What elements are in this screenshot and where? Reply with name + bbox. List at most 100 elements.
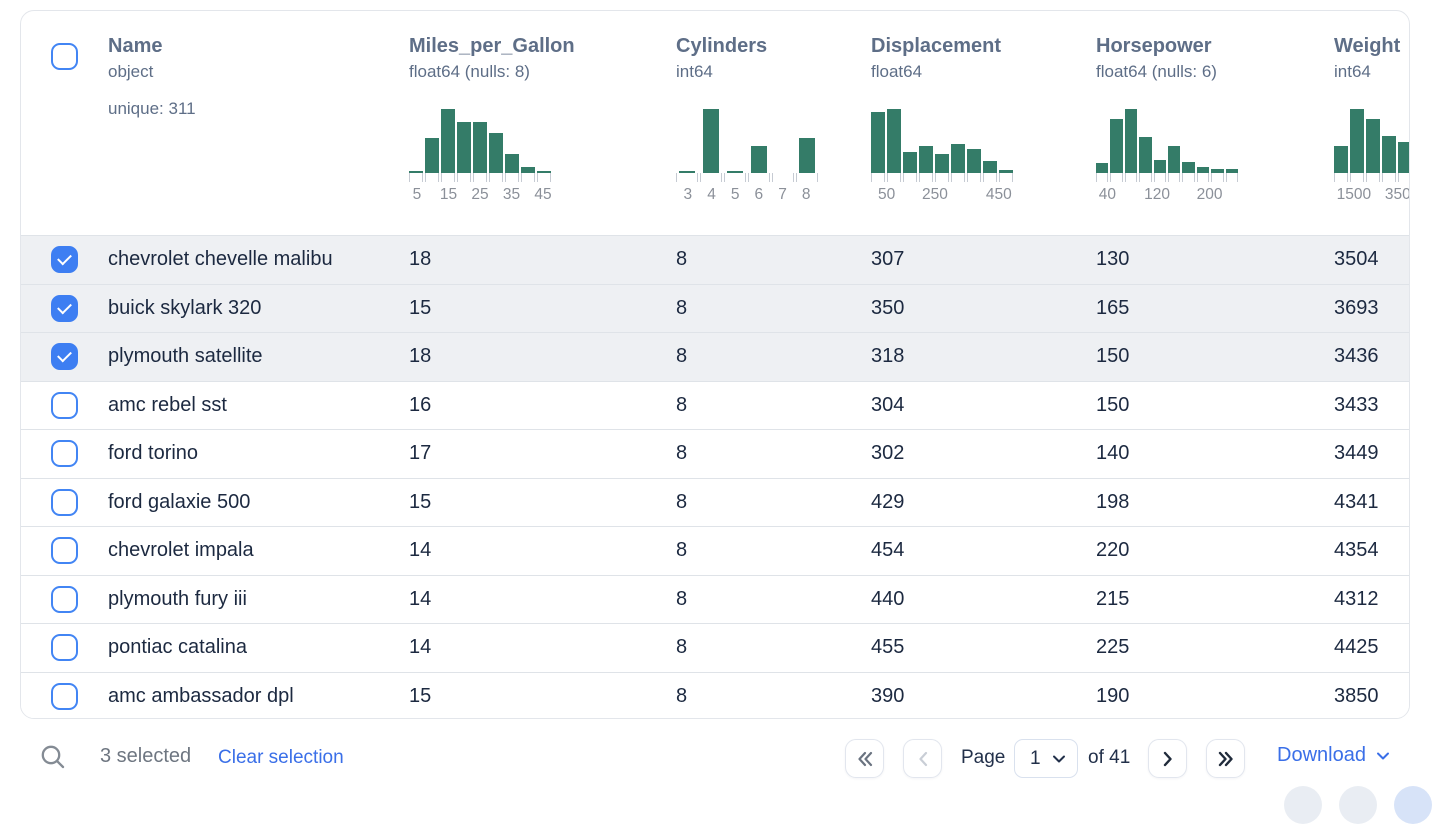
cell-mpg: 15 xyxy=(409,684,432,707)
column-dtype: float64 xyxy=(871,62,923,81)
cell-mpg: 14 xyxy=(409,539,432,562)
cell-name: plymouth satellite xyxy=(108,345,263,368)
cell-cylinders: 8 xyxy=(676,587,688,610)
next-page-button[interactable] xyxy=(1148,739,1187,778)
column-dtype: object xyxy=(108,62,154,81)
clear-selection-link[interactable]: Clear selection xyxy=(218,747,344,768)
row-checkbox[interactable] xyxy=(51,682,78,710)
cell-cylinders: 8 xyxy=(676,490,688,513)
cell-weight: 3433 xyxy=(1334,393,1379,416)
cell-horsepower: 220 xyxy=(1096,539,1130,562)
table-row[interactable]: amc rebel sst 16 8 304 150 3433 xyxy=(21,380,1409,429)
row-checkbox[interactable] xyxy=(51,391,78,419)
page-number-select[interactable]: 1 xyxy=(1014,739,1078,778)
cell-displacement: 302 xyxy=(871,442,905,465)
row-checkbox[interactable] xyxy=(51,294,78,322)
cell-name: buick skylark 320 xyxy=(108,296,262,319)
table-row[interactable]: ford torino 17 8 302 140 3449 xyxy=(21,429,1409,478)
cell-name: ford galaxie 500 xyxy=(108,490,251,513)
cell-displacement: 307 xyxy=(871,248,905,271)
cell-weight: 4354 xyxy=(1334,539,1379,562)
cell-name: chevrolet impala xyxy=(108,539,254,562)
row-checkbox[interactable] xyxy=(51,488,78,516)
row-checkbox[interactable] xyxy=(51,440,78,468)
download-dropdown[interactable]: Download xyxy=(1277,744,1391,767)
column-title: Miles_per_Gallon xyxy=(409,35,575,57)
cell-horsepower: 150 xyxy=(1096,345,1130,368)
cell-weight: 3449 xyxy=(1334,442,1379,465)
data-table-card: Name object unique: 311 Miles_per_Gallon… xyxy=(20,10,1410,719)
cell-cylinders: 8 xyxy=(676,393,688,416)
double-chevron-right-icon xyxy=(1218,751,1233,766)
table-row[interactable]: chevrolet chevelle malibu 18 8 307 130 3… xyxy=(21,235,1409,284)
row-checkbox[interactable] xyxy=(51,343,78,371)
table-row[interactable]: plymouth fury iii 14 8 440 215 4312 xyxy=(21,574,1409,623)
last-page-button[interactable] xyxy=(1206,739,1245,778)
column-header-name[interactable]: Name object unique: 311 xyxy=(108,11,409,235)
cell-weight: 4425 xyxy=(1334,636,1379,659)
cell-mpg: 14 xyxy=(409,636,432,659)
cell-cylinders: 8 xyxy=(676,345,688,368)
chevron-down-icon xyxy=(1053,755,1065,762)
column-header-mpg[interactable]: Miles_per_Gallon float64 (nulls: 8) 5 15 2… xyxy=(409,11,676,235)
cell-horsepower: 190 xyxy=(1096,684,1130,707)
cell-displacement: 454 xyxy=(871,539,905,562)
cell-cylinders: 8 xyxy=(676,636,688,659)
column-dtype: int64 xyxy=(676,62,713,81)
cell-weight: 4312 xyxy=(1334,587,1379,610)
row-checkbox[interactable] xyxy=(51,537,78,565)
page-label: Page xyxy=(961,747,1006,768)
previous-page-button[interactable] xyxy=(903,739,942,778)
column-dtype: float64 (nulls: 6) xyxy=(1096,62,1217,81)
row-checkbox[interactable] xyxy=(51,246,78,274)
cell-weight: 3436 xyxy=(1334,345,1379,368)
cell-horsepower: 130 xyxy=(1096,248,1130,271)
search-icon[interactable] xyxy=(38,742,68,772)
cell-horsepower: 198 xyxy=(1096,490,1130,513)
cell-displacement: 318 xyxy=(871,345,905,368)
cell-displacement: 455 xyxy=(871,636,905,659)
cell-mpg: 17 xyxy=(409,442,432,465)
cell-name: amc ambassador dpl xyxy=(108,684,294,707)
cell-name: chevrolet chevelle malibu xyxy=(108,248,333,271)
chevron-left-icon xyxy=(918,751,927,766)
cell-displacement: 440 xyxy=(871,587,905,610)
first-page-button[interactable] xyxy=(845,739,884,778)
column-title: Weight xyxy=(1334,35,1401,57)
select-all-checkbox[interactable] xyxy=(51,43,78,70)
page-count-label: of 41 xyxy=(1088,747,1131,768)
column-dtype: int64 xyxy=(1334,62,1371,81)
table-row[interactable]: plymouth satellite 18 8 318 150 3436 xyxy=(21,332,1409,381)
double-chevron-left-icon xyxy=(857,751,872,766)
cell-mpg: 14 xyxy=(409,587,432,610)
cell-horsepower: 215 xyxy=(1096,587,1130,610)
displacement-histogram: 50 250 450 xyxy=(871,109,1013,206)
row-checkbox[interactable] xyxy=(51,585,78,613)
cell-weight: 4341 xyxy=(1334,490,1379,513)
table-row[interactable]: ford galaxie 500 15 8 429 198 4341 xyxy=(21,477,1409,526)
table-row[interactable]: buick skylark 320 15 8 350 165 3693 xyxy=(21,283,1409,332)
selected-count: 3 selected xyxy=(100,745,192,767)
cell-displacement: 390 xyxy=(871,684,905,707)
cell-weight: 3693 xyxy=(1334,296,1379,319)
cell-mpg: 15 xyxy=(409,296,432,319)
column-header-horsepower[interactable]: Horsepower float64 (nulls: 6) 40 120 200 xyxy=(1096,11,1334,235)
cell-cylinders: 8 xyxy=(676,296,688,319)
mpg-histogram: 5 15 25 35 45 xyxy=(409,109,552,206)
cell-name: amc rebel sst xyxy=(108,393,227,416)
table-row[interactable]: pontiac catalina 14 8 455 225 4425 xyxy=(21,623,1409,672)
column-header-weight[interactable]: Weight int64 15003500 xyxy=(1334,11,1409,235)
column-header-displacement[interactable]: Displacement float64 50 250 450 xyxy=(871,11,1096,235)
column-title: Horsepower xyxy=(1096,35,1212,57)
download-label: Download xyxy=(1277,744,1366,766)
cell-cylinders: 8 xyxy=(676,539,688,562)
cell-displacement: 429 xyxy=(871,490,905,513)
table-row[interactable]: amc ambassador dpl 15 8 390 190 3850 xyxy=(21,671,1409,718)
table-row[interactable]: chevrolet impala 14 8 454 220 4354 xyxy=(21,526,1409,575)
cell-name: pontiac catalina xyxy=(108,636,247,659)
row-checkbox[interactable] xyxy=(51,634,78,662)
chevron-down-icon xyxy=(1376,752,1389,759)
cell-displacement: 304 xyxy=(871,393,905,416)
